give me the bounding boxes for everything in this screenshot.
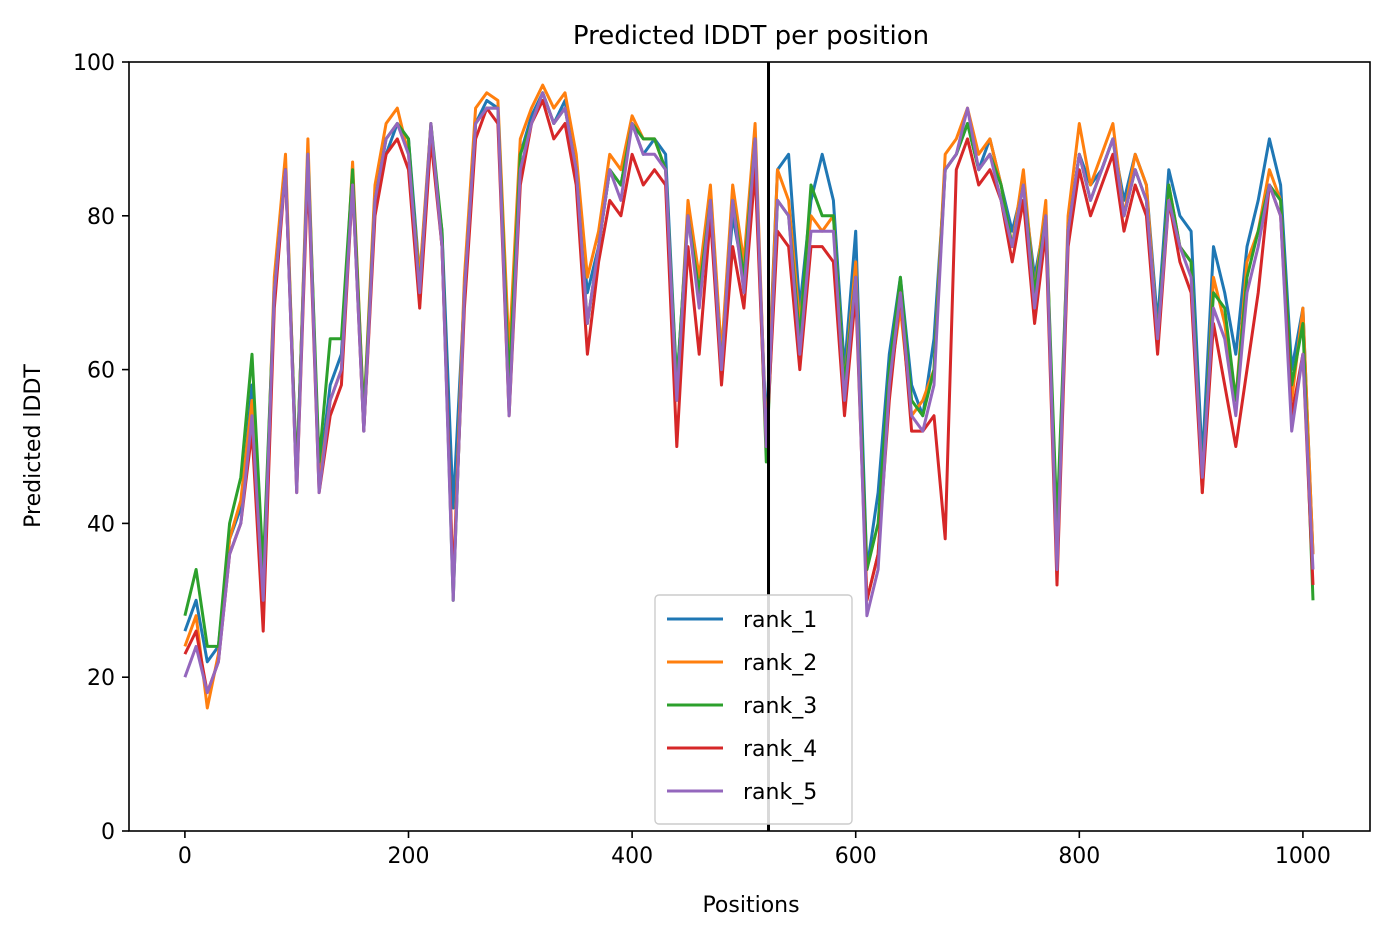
y-tick-label: 60 <box>87 359 115 384</box>
series-line-rank_5 <box>183 91 1315 695</box>
y-tick-label: 100 <box>73 51 115 76</box>
x-tick-label: 600 <box>835 844 877 869</box>
y-tick-label: 80 <box>87 205 115 230</box>
x-tick-label: 200 <box>388 844 430 869</box>
legend-label-rank_4: rank_4 <box>743 737 817 762</box>
x-tick-label: 800 <box>1058 844 1100 869</box>
y-tick-label: 0 <box>101 820 115 845</box>
axes: 0 200 400 600 800 1000 0 20 40 60 80 100 <box>73 51 1371 869</box>
x-tick-label: 0 <box>178 844 192 869</box>
x-tick-label: 1000 <box>1275 844 1331 869</box>
plot-frame <box>128 61 1371 832</box>
legend-label-rank_1: rank_1 <box>743 608 817 633</box>
legend-label-rank_5: rank_5 <box>743 780 817 805</box>
y-tick-label: 20 <box>87 666 115 691</box>
y-axis-label: Predicted lDDT <box>21 364 46 528</box>
y-tick-label: 40 <box>87 512 115 537</box>
legend-box <box>654 594 853 825</box>
legend: rank_1 rank_2 rank_3 rank_4 rank_5 <box>654 594 853 825</box>
legend-label-rank_3: rank_3 <box>743 694 817 719</box>
legend-label-rank_2: rank_2 <box>743 651 817 676</box>
chart-title: Predicted lDDT per position <box>573 21 929 51</box>
x-axis-label: Positions <box>702 893 799 918</box>
plot-area <box>183 62 1315 831</box>
x-tick-label: 400 <box>611 844 653 869</box>
